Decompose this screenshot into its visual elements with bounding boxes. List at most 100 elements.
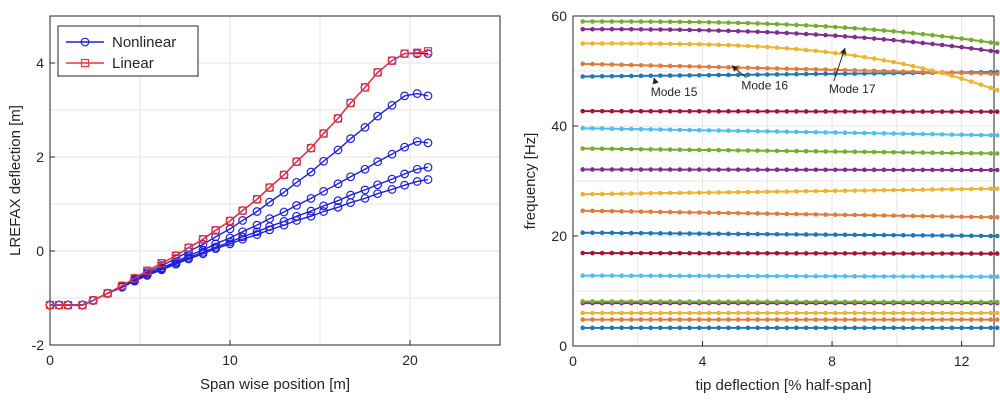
data-point <box>852 167 858 173</box>
data-point <box>319 129 328 138</box>
data-point <box>862 188 867 193</box>
data-point <box>939 310 945 316</box>
data-point <box>988 251 994 256</box>
data-point <box>726 317 731 322</box>
data-point <box>949 214 955 219</box>
data-point <box>265 197 275 207</box>
data-point <box>765 299 770 304</box>
data-point <box>184 243 193 252</box>
data-point <box>784 325 790 331</box>
data-point <box>628 126 634 132</box>
series-line <box>50 50 429 306</box>
data-point <box>988 325 994 331</box>
data-point <box>920 213 926 219</box>
data-point <box>803 211 809 217</box>
data-point <box>619 73 624 79</box>
data-point <box>706 317 712 322</box>
data-point <box>333 196 343 206</box>
data-point <box>862 232 867 238</box>
data-point <box>648 127 654 132</box>
data-point <box>687 19 692 25</box>
data-point <box>648 317 654 322</box>
data-point <box>387 185 397 194</box>
data-point <box>833 232 838 238</box>
data-point <box>920 187 926 192</box>
data-point <box>765 325 770 331</box>
data-point <box>852 71 858 76</box>
mode-line <box>582 252 998 255</box>
data-point <box>609 325 615 331</box>
data-point <box>784 251 790 256</box>
data-point <box>706 167 712 172</box>
data-point <box>784 129 790 135</box>
data-point <box>265 183 274 192</box>
data-point <box>862 35 867 41</box>
data-point <box>279 207 289 217</box>
data-point <box>939 214 945 219</box>
mode-line <box>582 187 998 196</box>
data-point <box>599 108 605 114</box>
data-point <box>580 61 586 67</box>
data-point <box>784 310 790 316</box>
data-point <box>628 41 634 46</box>
data-point <box>580 125 586 131</box>
plot-frame <box>49 15 501 346</box>
data-point <box>590 126 595 131</box>
data-point <box>580 191 586 197</box>
data-point <box>852 109 858 114</box>
data-point <box>580 230 586 235</box>
data-point <box>852 34 858 40</box>
data-point <box>580 317 586 322</box>
mode-line <box>582 127 998 137</box>
data-point <box>667 231 673 236</box>
data-point <box>823 251 828 256</box>
data-point <box>994 87 1000 93</box>
data-point <box>716 325 722 331</box>
data-point <box>949 73 955 79</box>
data-point <box>881 213 887 218</box>
data-point <box>590 191 595 197</box>
data-point <box>978 47 984 52</box>
data-point <box>400 49 409 58</box>
data-point <box>949 43 955 49</box>
data-point <box>920 40 926 46</box>
data-point <box>920 66 926 71</box>
data-point <box>726 299 731 304</box>
data-point <box>726 250 731 256</box>
data-point <box>833 67 838 73</box>
data-point <box>619 317 624 322</box>
data-point <box>833 188 838 194</box>
data-point <box>842 130 848 136</box>
data-point <box>871 232 877 238</box>
data-point <box>813 48 819 54</box>
data-point <box>978 299 984 305</box>
data-point <box>687 250 692 256</box>
data-point <box>745 167 751 172</box>
annotation-arrowhead <box>731 65 739 72</box>
y-tick-label: 20 <box>551 228 567 244</box>
data-point <box>716 20 722 25</box>
data-point <box>580 273 586 278</box>
annotation-label: Mode 15 <box>651 85 698 99</box>
data-point <box>813 251 819 256</box>
data-point <box>784 232 790 237</box>
data-point <box>939 109 945 114</box>
data-point <box>852 310 858 316</box>
data-point <box>949 251 955 256</box>
data-point <box>988 109 994 114</box>
data-point <box>794 66 799 72</box>
data-point <box>373 68 382 77</box>
data-point <box>628 299 634 304</box>
data-point <box>580 208 586 213</box>
data-point <box>813 23 819 29</box>
data-point <box>735 231 741 237</box>
data-point <box>920 131 926 137</box>
data-point <box>648 19 654 24</box>
data-point <box>862 109 867 114</box>
data-point <box>901 150 906 155</box>
data-point <box>949 187 955 192</box>
data-point <box>238 216 248 225</box>
data-point <box>755 21 760 26</box>
data-point <box>988 48 994 54</box>
y-tick-label: -2 <box>32 337 45 353</box>
